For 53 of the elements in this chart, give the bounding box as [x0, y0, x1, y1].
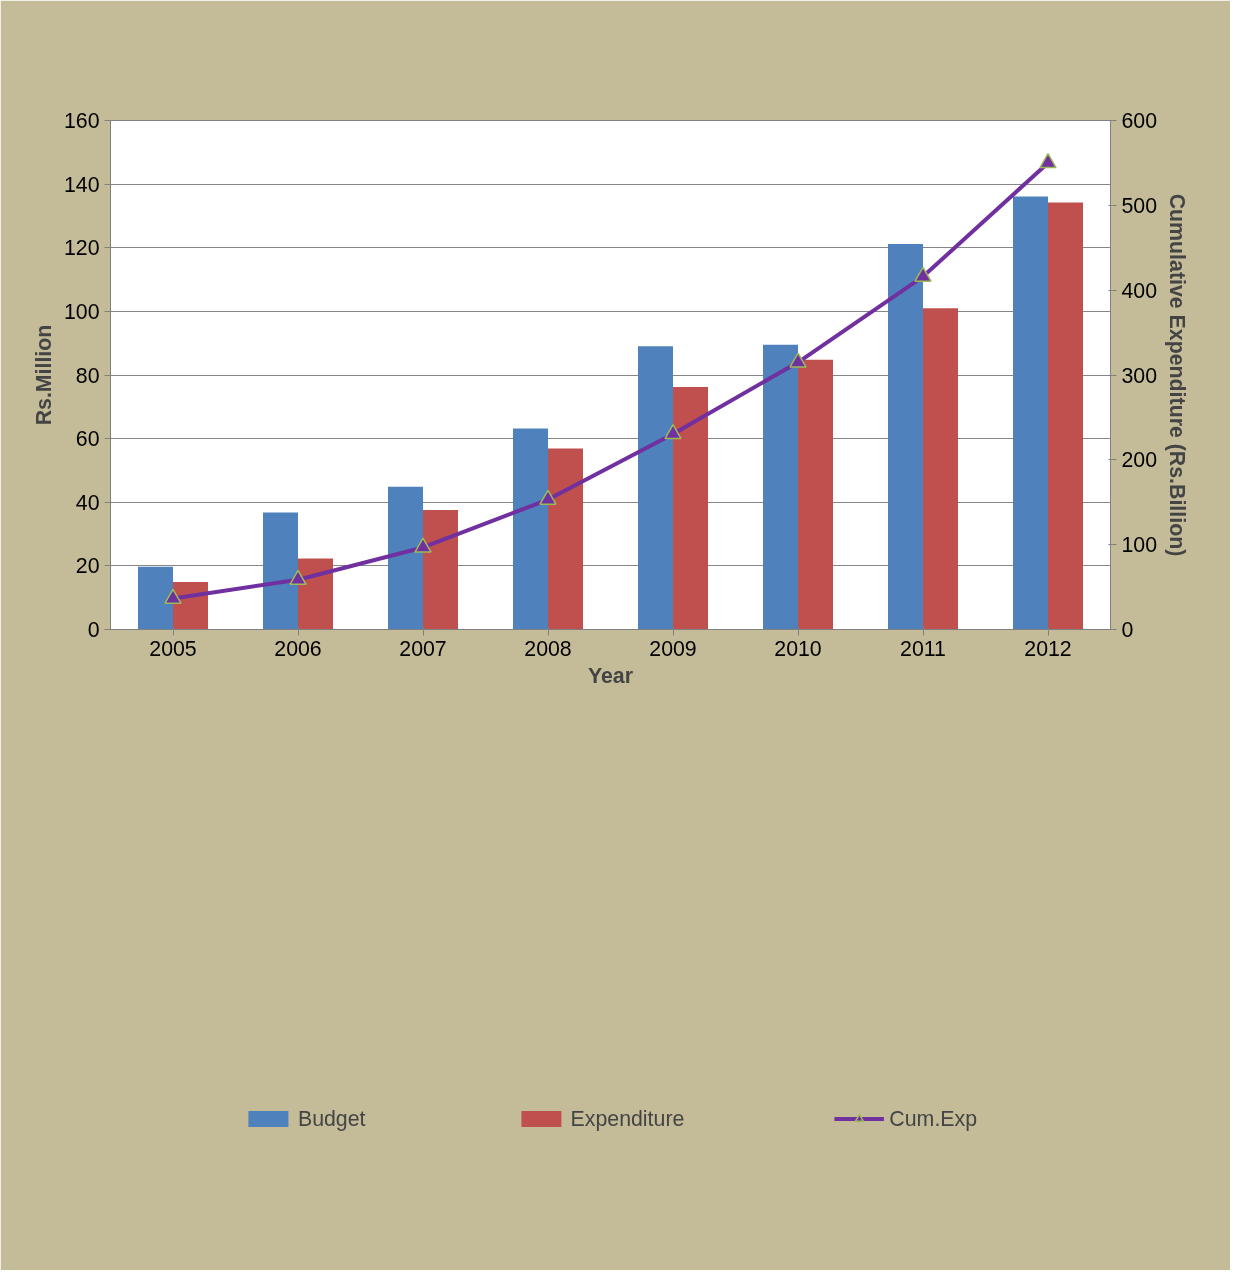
bar: [298, 558, 333, 630]
y2-tick-label: 600: [1121, 109, 1158, 133]
point: [164, 588, 182, 604]
x-tick-label: 2010: [774, 636, 822, 661]
y-tick-label: 140: [63, 172, 100, 197]
bar: [513, 428, 548, 630]
bar: [888, 243, 923, 630]
bar: [923, 308, 958, 630]
point: [539, 489, 557, 505]
legend-label: Budget: [297, 1106, 366, 1132]
y-tick-label: 100: [63, 299, 100, 324]
point: [664, 423, 682, 440]
bar: [673, 387, 708, 630]
point: [414, 537, 432, 553]
x-tick-label: 2007: [399, 636, 447, 661]
bar: [388, 486, 423, 630]
point: [914, 266, 932, 282]
bar: [638, 346, 673, 630]
y-tick-label: 120: [63, 236, 100, 261]
x-axis-title: Year: [587, 663, 634, 688]
x-tick-label: 2008: [524, 636, 572, 661]
bar: [138, 566, 173, 630]
bar: [263, 512, 298, 630]
y-tick-label: 160: [63, 109, 100, 133]
legend-label: Cum.Exp: [889, 1106, 978, 1132]
y-tick-label: 20: [75, 554, 100, 579]
point: [1039, 152, 1057, 169]
y2-tick-label: 200: [1121, 448, 1158, 473]
bar: [548, 448, 583, 630]
point: [289, 569, 307, 586]
y2-tick-label: 500: [1121, 193, 1158, 218]
y2-tick-label: 0: [1121, 618, 1134, 642]
bar: [423, 509, 458, 630]
y-tick-label: 40: [75, 490, 100, 515]
bar: [798, 359, 833, 630]
y2-tick-label: 300: [1121, 363, 1158, 388]
x-tick-label: 2009: [649, 636, 697, 661]
y-tick-label: 80: [75, 363, 100, 388]
y2-tick-label: 100: [1121, 533, 1158, 558]
legend-label: Expenditure: [570, 1106, 685, 1132]
y-tick-label: 0: [87, 618, 100, 642]
y2-axis-title: Cumulative Expenditure (Rs.Billion): [1165, 193, 1190, 557]
y-axis-title: Rs.Million: [31, 324, 56, 426]
y2-tick-label: 400: [1121, 278, 1158, 303]
bar: [1048, 202, 1083, 630]
y-tick-label: 60: [75, 427, 100, 452]
bar: [763, 344, 798, 630]
x-tick-label: 2011: [900, 636, 946, 661]
x-tick-label: 2006: [274, 636, 322, 661]
x-tick-label: 2005: [149, 636, 197, 661]
x-tick-label: 2012: [1024, 636, 1072, 661]
point: [789, 352, 807, 368]
bar: [1013, 196, 1048, 630]
